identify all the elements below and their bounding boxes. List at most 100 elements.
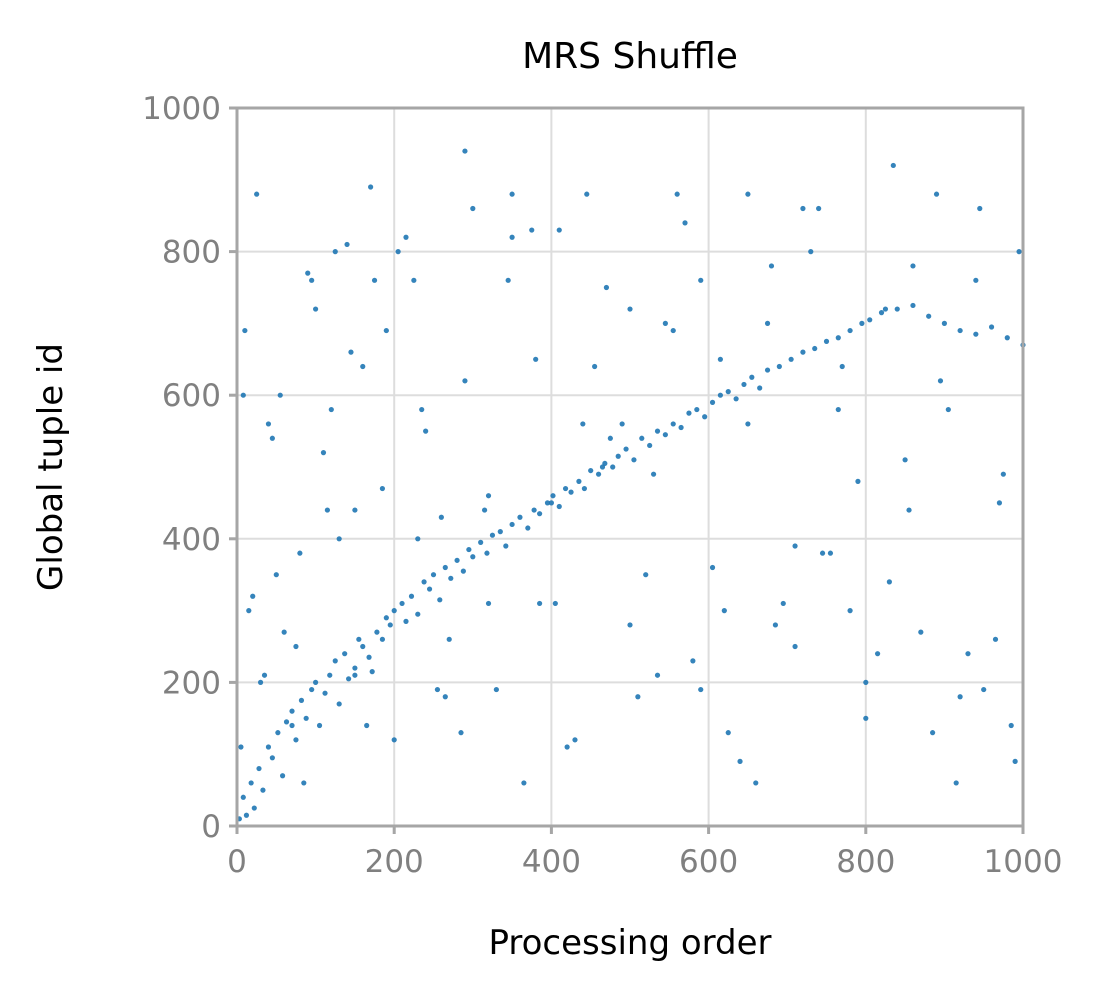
- data-point: [434, 686, 441, 693]
- data-point: [745, 191, 751, 197]
- data-point: [886, 579, 892, 585]
- data-point: [930, 730, 936, 736]
- data-point: [332, 249, 338, 255]
- data-point: [301, 780, 307, 786]
- data-point: [273, 572, 279, 578]
- data-point: [248, 780, 254, 786]
- data-point: [497, 529, 503, 535]
- data-point: [387, 622, 393, 628]
- data-point: [698, 686, 704, 693]
- data-point: [277, 392, 283, 398]
- data-point: [442, 694, 448, 700]
- data-point: [352, 672, 358, 678]
- data-point: [509, 521, 515, 528]
- data-point: [552, 600, 558, 607]
- data-point: [581, 485, 588, 492]
- data-point: [721, 608, 727, 614]
- data-point: [356, 636, 362, 642]
- data-point: [423, 428, 429, 434]
- data-point: [654, 428, 661, 434]
- data-point: [733, 396, 739, 402]
- data-point: [348, 349, 354, 355]
- data-point: [682, 220, 688, 226]
- data-point: [572, 737, 578, 743]
- data-point: [977, 205, 983, 212]
- data-point: [485, 493, 492, 499]
- data-point: [674, 191, 680, 197]
- data-point: [537, 511, 543, 517]
- data-point: [442, 564, 448, 571]
- data-point: [525, 525, 531, 531]
- data-point: [556, 227, 562, 233]
- data-point: [855, 478, 861, 484]
- data-point: [489, 532, 496, 538]
- x-tick-label: 400: [522, 844, 581, 880]
- data-point: [309, 686, 315, 693]
- data-point: [647, 442, 653, 449]
- data-point: [709, 564, 716, 571]
- data-point: [568, 489, 574, 495]
- data-point: [717, 392, 723, 398]
- data-point: [556, 503, 562, 510]
- data-point: [462, 148, 468, 154]
- data-point: [430, 572, 437, 578]
- data-point: [279, 773, 286, 779]
- data-point: [603, 284, 610, 291]
- data-point: [289, 722, 295, 729]
- data-point: [741, 381, 747, 388]
- data-point: [403, 618, 409, 624]
- data-point: [835, 335, 841, 341]
- x-tick-label: 1000: [984, 844, 1063, 880]
- data-point: [265, 421, 272, 427]
- data-point: [313, 679, 319, 686]
- data-point: [403, 234, 409, 240]
- data-point: [981, 686, 987, 693]
- data-point: [328, 406, 334, 413]
- data-point: [737, 758, 743, 764]
- data-point: [533, 356, 539, 362]
- data-point: [360, 363, 366, 370]
- data-point: [576, 478, 582, 484]
- data-point: [399, 600, 405, 607]
- data-point: [717, 356, 723, 362]
- data-point: [745, 421, 751, 427]
- data-point: [694, 406, 700, 413]
- data-point: [776, 363, 782, 370]
- data-point: [448, 575, 454, 581]
- data-point: [902, 457, 908, 463]
- y-tick-label: 800: [162, 235, 221, 271]
- data-point: [1004, 335, 1010, 341]
- data-point: [580, 421, 586, 427]
- data-point: [643, 572, 649, 578]
- data-point: [485, 600, 492, 607]
- data-point: [269, 435, 275, 441]
- data-point: [342, 651, 348, 657]
- data-point: [408, 593, 415, 599]
- y-tick-label: 400: [162, 522, 221, 558]
- data-point: [863, 679, 869, 686]
- data-point: [878, 310, 885, 316]
- data-point: [973, 331, 979, 337]
- data-point: [275, 730, 281, 736]
- data-point: [260, 787, 266, 793]
- data-point: [493, 686, 499, 693]
- data-point: [374, 629, 380, 635]
- data-point: [470, 205, 476, 212]
- data-point: [391, 737, 397, 743]
- data-point: [827, 550, 834, 556]
- data-point: [1000, 471, 1006, 477]
- data-point: [764, 320, 771, 326]
- data-point: [863, 715, 869, 721]
- data-point: [859, 320, 865, 326]
- data-point: [383, 327, 389, 334]
- data-point: [595, 471, 602, 477]
- data-point: [379, 636, 386, 642]
- data-point: [309, 277, 315, 283]
- data-point: [800, 205, 806, 212]
- data-point: [835, 406, 841, 413]
- y-tick-label: 600: [162, 378, 221, 414]
- data-point: [584, 191, 590, 197]
- y-tick-label: 200: [162, 665, 221, 701]
- data-point: [240, 794, 246, 800]
- data-point: [298, 697, 305, 703]
